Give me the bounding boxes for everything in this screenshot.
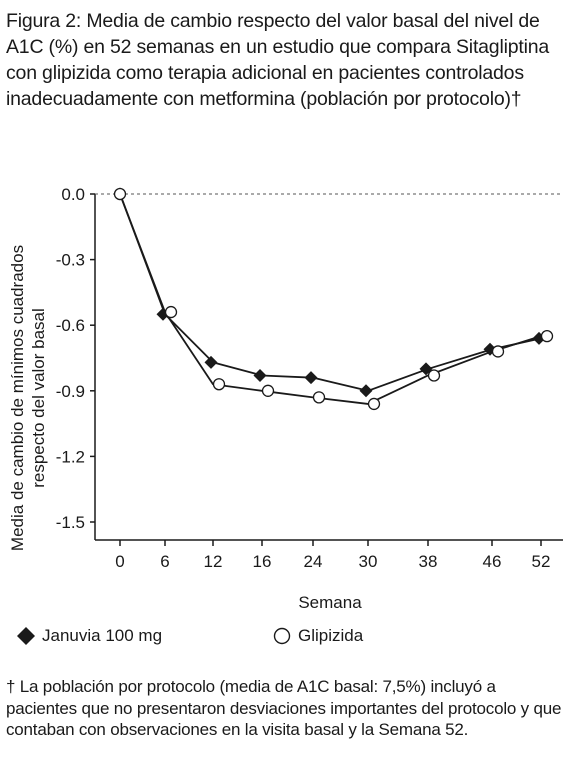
- glipizida-data-point: [367, 397, 381, 411]
- y-axis-title-line-2: respecto del valor basal: [29, 308, 48, 488]
- legend-label-glipizida: Glipizida: [298, 626, 364, 645]
- circle-open-icon: [273, 627, 291, 645]
- januvia-data-point: [304, 371, 318, 385]
- series-markers-group: [113, 187, 554, 411]
- x-tick-label: 16: [253, 552, 272, 571]
- y-tick-label: -0.3: [56, 251, 85, 270]
- glipizida-data-point: [261, 384, 275, 397]
- x-tick-label: 52: [532, 552, 551, 571]
- y-tick-label: -0.9: [56, 382, 85, 401]
- glipizida-data-point: [113, 187, 127, 201]
- y-tick-label: -1.2: [56, 447, 85, 466]
- series-lines-group: [119, 193, 542, 405]
- a1c-line-chart: 0.0-0.3-0.6-0.9-1.2-1.50 6 12 16 24 30 38 46 52 …: [8, 185, 563, 612]
- x-tick-label: 46: [483, 552, 502, 571]
- glipizida-data-point: [312, 391, 326, 404]
- glipizida-data-point: [212, 378, 226, 391]
- glipizida-data-point: [491, 345, 505, 358]
- x-tick-label: 30: [359, 552, 378, 571]
- januvia-data-point: [204, 355, 218, 369]
- y-tick-label: -1.5: [56, 513, 85, 532]
- x-tick-label: 12: [204, 552, 223, 571]
- diamond-filled-icon: [17, 627, 35, 645]
- tick-labels-group: 0.0 -0.3 -0.6 -0.9 -1.2 -1.5 0 6 12 16 24 30 38 46 52: [56, 185, 551, 571]
- glipizida-data-point: [540, 329, 554, 343]
- x-axis-title: Semana: [298, 593, 362, 612]
- y-tick-label: 0.0: [61, 185, 85, 204]
- series-line-januvia: [119, 193, 542, 392]
- y-tick-label: -0.6: [56, 316, 85, 335]
- januvia-data-point: [253, 368, 267, 382]
- series-line-glipizida: [119, 193, 542, 405]
- x-tick-label: 38: [419, 552, 438, 571]
- chart-axes: [90, 193, 563, 546]
- legend-label-januvia: Januvia 100 mg: [42, 626, 163, 645]
- legend-item-glipizida: Glipizida: [272, 626, 363, 646]
- legend-item-januvia: Januvia 100 mg: [16, 626, 162, 646]
- x-tick-label: 24: [304, 552, 323, 571]
- x-tick-label: 6: [160, 552, 169, 571]
- januvia-data-point: [359, 384, 373, 398]
- chart-legend: Januvia 100 mg Glipizida: [8, 626, 568, 652]
- y-axis-title-line-1: Media de cambio de mínimos cuadrados: [8, 245, 27, 551]
- x-tick-label: 0: [115, 552, 124, 571]
- glipizida-data-point: [164, 305, 178, 319]
- footnote: † La población por protocolo (media de A…: [6, 677, 562, 739]
- chart-title: Figura 2: Media de cambio respecto del v…: [6, 10, 549, 110]
- glipizida-data-point: [427, 369, 441, 382]
